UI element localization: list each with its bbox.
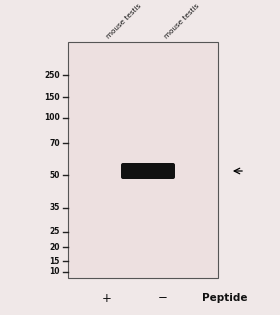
Text: 100: 100 (44, 113, 60, 123)
Text: 250: 250 (44, 71, 60, 79)
Text: 35: 35 (50, 203, 60, 213)
Text: 150: 150 (44, 93, 60, 101)
Bar (68, 42, 218, 278)
FancyBboxPatch shape (121, 163, 175, 179)
Text: 10: 10 (50, 267, 60, 277)
Text: mouse testis: mouse testis (106, 3, 143, 40)
Text: 70: 70 (49, 139, 60, 147)
Text: 15: 15 (50, 256, 60, 266)
Text: 25: 25 (50, 227, 60, 237)
Text: 50: 50 (50, 170, 60, 180)
Text: −: − (158, 291, 168, 305)
Text: +: + (102, 291, 112, 305)
Text: Peptide: Peptide (202, 293, 248, 303)
Text: 20: 20 (50, 243, 60, 251)
Text: mouse testis: mouse testis (164, 3, 201, 40)
